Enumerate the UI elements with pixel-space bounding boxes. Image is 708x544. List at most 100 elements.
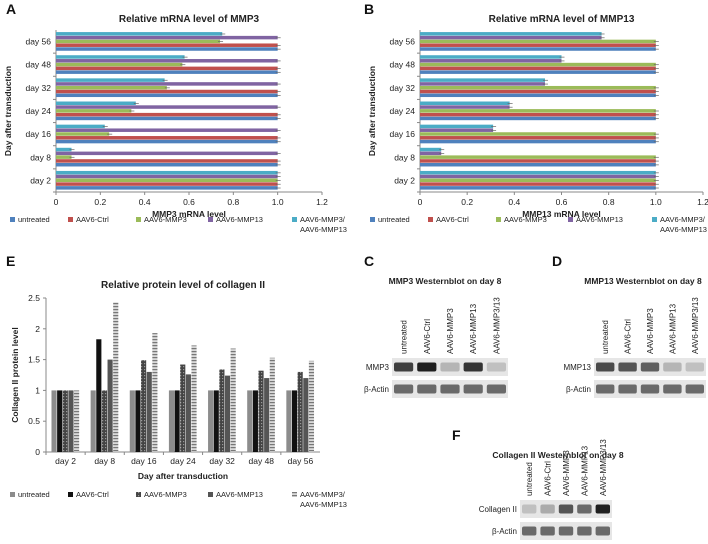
lane-label: AAV6-Ctrl: [423, 319, 432, 354]
bar: [213, 390, 219, 452]
chart-B: B Relative mRNA level of MMP13 0 0.2 0.4 0.6 0…: [364, 1, 708, 219]
bar: [56, 78, 165, 82]
bar: [420, 66, 656, 71]
x-tick-label: 0: [54, 197, 59, 207]
bar: [57, 390, 63, 452]
lane-label: AAV6-Ctrl: [544, 461, 553, 496]
bar: [420, 116, 656, 121]
x-tick-label: day 2: [55, 456, 76, 466]
bar: [56, 170, 278, 175]
bar: [420, 178, 656, 183]
bar: [56, 66, 278, 71]
x-tick-label: 1.2: [697, 197, 708, 207]
row-label: β-Actin: [566, 385, 591, 394]
bar: [420, 112, 656, 117]
y-axis-label: Collagen II protein level: [10, 327, 20, 422]
bar: [224, 375, 231, 452]
bar: [286, 390, 292, 452]
band: [463, 384, 483, 394]
bar: [101, 390, 108, 452]
bar: [420, 93, 656, 98]
y-tick-label: 2: [35, 324, 40, 334]
bar: [56, 159, 278, 163]
bar: [420, 105, 510, 109]
x-axis-label: MMP13 mRNA level: [522, 209, 601, 219]
band: [394, 362, 414, 372]
legend-swatch: [292, 217, 297, 222]
bar: [252, 390, 258, 452]
band: [558, 526, 574, 536]
panel-letter-A: A: [6, 1, 16, 17]
legend-swatch: [208, 492, 213, 497]
blot-C: C MMP3 Westernblot on day 8 untreated AAV6-…: [364, 253, 508, 398]
bar: [56, 89, 278, 94]
bar: [420, 151, 442, 156]
bar: [191, 345, 197, 452]
y-tick-label: day 56: [389, 37, 415, 47]
x-tick-label: 0.6: [183, 197, 195, 207]
row-label: MMP13: [563, 363, 591, 372]
bar: [141, 360, 147, 452]
y-tick-label: day 56: [25, 37, 51, 47]
legend-swatch: [496, 217, 501, 222]
band: [558, 504, 574, 514]
legend-label: AAV6-MMP3: [504, 215, 547, 224]
legend-label: untreated: [378, 215, 410, 224]
row-label: MMP3: [366, 363, 390, 372]
bar: [420, 55, 562, 59]
legend-label: AAV6-MMP3/: [300, 215, 346, 224]
row-label: Collagen II: [479, 505, 517, 514]
band: [486, 362, 506, 372]
legend-swatch: [136, 492, 141, 497]
band: [640, 362, 660, 372]
bar: [56, 162, 278, 167]
bar: [56, 151, 278, 156]
band: [640, 384, 660, 394]
bar: [152, 333, 158, 452]
bar: [420, 159, 656, 163]
bar: [308, 360, 315, 452]
x-tick-label: day 48: [249, 456, 275, 466]
legend-label: AAV6-MMP13: [216, 215, 263, 224]
legend-label: AAV6-MMP3: [144, 490, 187, 499]
bar: [258, 370, 264, 452]
bar: [96, 339, 102, 452]
y-tick-label: day 24: [389, 106, 415, 116]
bar: [56, 109, 132, 113]
bar: [56, 32, 223, 36]
bar: [420, 78, 545, 82]
bar: [129, 390, 135, 452]
x-tick-label: 0.8: [603, 197, 615, 207]
bar: [56, 85, 167, 90]
bar: [56, 101, 136, 106]
y-tick-label: day 16: [25, 129, 51, 139]
x-axis-label: Day after transduction: [138, 471, 228, 481]
x-tick-label: day 24: [170, 456, 196, 466]
bar: [420, 35, 602, 40]
bar: [420, 85, 656, 90]
legend-label: AAV6-MMP13: [300, 225, 347, 234]
y-axis-label: Day after transduction: [367, 66, 377, 156]
band: [663, 384, 682, 394]
chart-title: Relative protein level of collagen II: [101, 280, 265, 291]
bar: [420, 101, 510, 106]
bar: [420, 162, 656, 167]
bar: [62, 390, 68, 452]
x-tick-label: 0.2: [461, 197, 473, 207]
legend-swatch: [370, 217, 375, 222]
legend-swatch: [208, 217, 213, 222]
y-tick-label: day 8: [30, 152, 51, 162]
panel-letter-F: F: [452, 427, 461, 443]
band: [440, 384, 460, 394]
panel-letter-E: E: [6, 253, 15, 269]
panel-letter-C: C: [364, 253, 374, 269]
x-tick-label: 0.2: [94, 197, 106, 207]
bar: [56, 178, 278, 183]
x-tick-label: day 16: [131, 456, 157, 466]
bar: [56, 47, 278, 51]
band: [522, 504, 537, 514]
y-tick-label: day 32: [389, 83, 415, 93]
chart-A: A Relative mRNA level of MMP3 0 0.2 0.4 0.6 0.…: [3, 1, 328, 219]
legend-swatch: [68, 492, 73, 497]
